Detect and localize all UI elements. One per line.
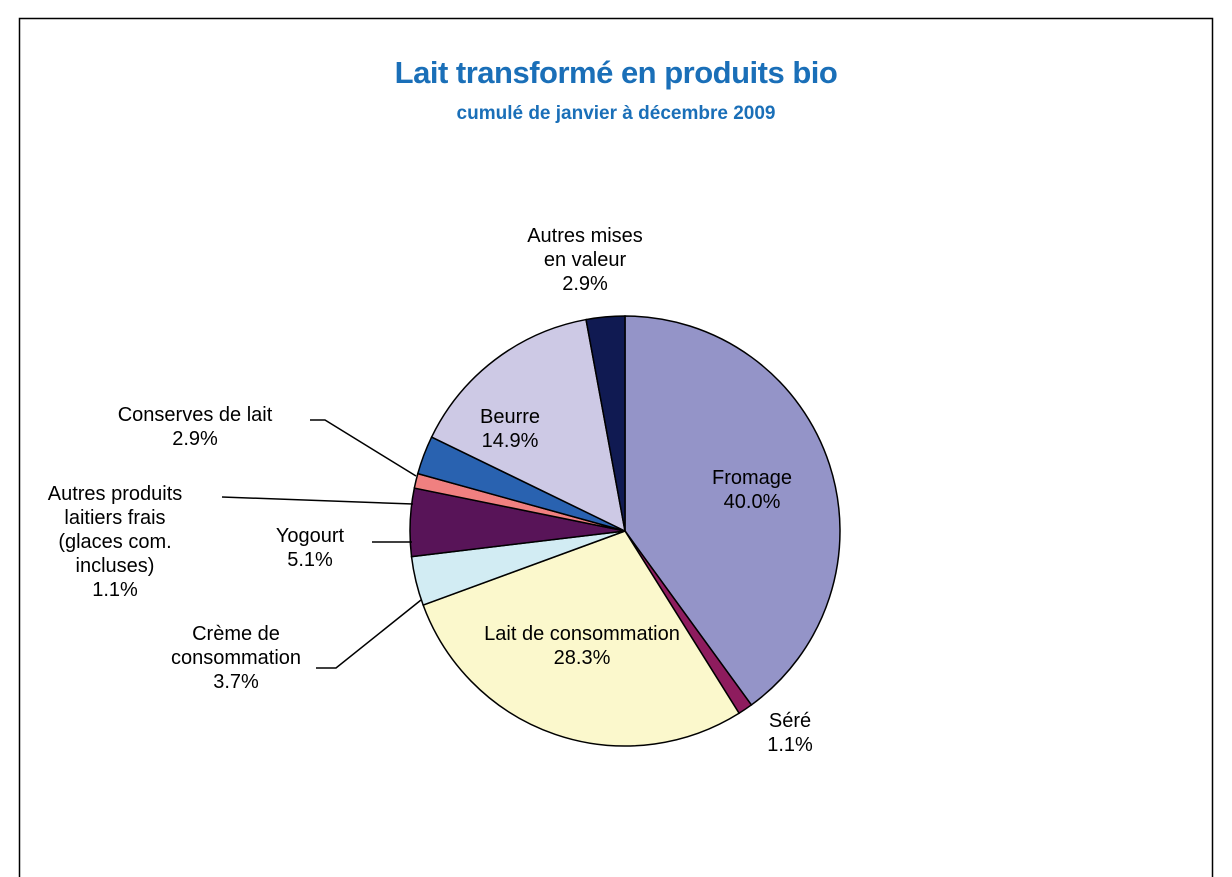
pie-slice <box>422 530 741 747</box>
pie-slice <box>585 315 626 532</box>
value-label: 2.9% <box>562 273 608 295</box>
value-label: 28.3% <box>553 647 611 669</box>
leader-line <box>316 599 422 669</box>
slice-label: Conserves de lait 2.9% <box>70 403 320 451</box>
leader-line <box>221 496 414 505</box>
slice-label: Autres produits laitiers frais (glaces c… <box>35 482 195 602</box>
leader-line <box>310 419 417 477</box>
slice-label: Lait de consommation 28.3% <box>482 622 682 670</box>
category-label: Beurre <box>479 406 541 428</box>
slice-label: Yogourt 5.1% <box>250 524 370 572</box>
pie-slice <box>624 315 841 706</box>
pie <box>409 315 841 747</box>
pie-slice <box>430 318 627 533</box>
value-label: 40.0% <box>723 491 781 513</box>
slice-label: Fromage 40.0% <box>672 466 832 514</box>
category-label: Conserves de lait <box>117 404 273 426</box>
category-label: Séré <box>768 710 812 732</box>
category-label: Autres mises en valeur <box>527 225 643 271</box>
category-label: Yogourt <box>275 525 345 547</box>
value-label: 2.9% <box>172 428 218 450</box>
value-label: 3.7% <box>213 671 259 693</box>
chart-subtitle: cumulé de janvier à décembre 2009 <box>456 103 776 124</box>
leader-lines <box>221 419 422 669</box>
slice-label: Autres mises en valeur 2.9% <box>515 224 655 296</box>
value-label: 5.1% <box>287 549 333 571</box>
chart-title: Lait transformé en produits bio <box>394 55 838 90</box>
frame <box>18 17 1214 877</box>
slice-label: Beurre 14.9% <box>450 405 570 453</box>
value-label: 1.1% <box>92 579 138 601</box>
slice-label: Séré 1.1% <box>750 709 830 757</box>
category-label: Autres produits laitiers frais (glaces c… <box>47 483 183 577</box>
value-label: 1.1% <box>767 734 813 756</box>
value-label: 14.9% <box>481 430 539 452</box>
category-label: Crème de consommation <box>170 623 302 669</box>
category-label: Fromage <box>711 467 793 489</box>
slice-label: Crème de consommation 3.7% <box>149 622 324 694</box>
category-label: Lait de consommation <box>484 623 680 645</box>
